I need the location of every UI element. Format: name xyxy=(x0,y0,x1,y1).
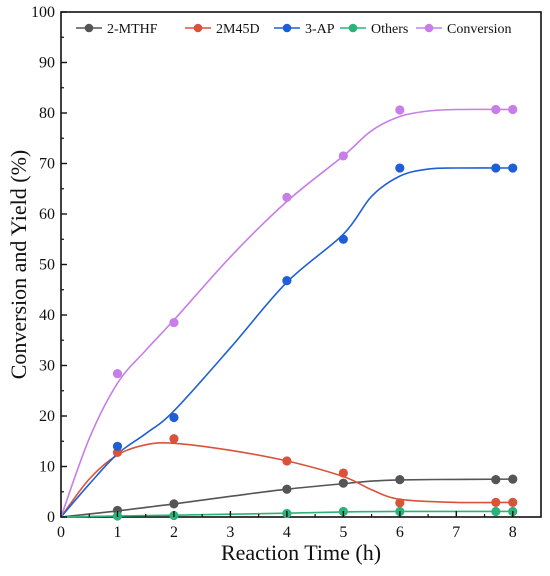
legend-label-others: Others xyxy=(371,22,408,37)
fit-curves xyxy=(60,108,513,518)
y-tick-label: 50 xyxy=(39,257,55,274)
x-tick-label: 7 xyxy=(452,524,460,541)
data-point-2m45d xyxy=(169,434,179,444)
x-tick-label: 8 xyxy=(509,524,517,541)
y-tick-label: 40 xyxy=(39,307,55,324)
plot-frame xyxy=(60,11,542,518)
x-axis-ticks: 0 1 2 3 4 5 6 7 8 xyxy=(57,511,517,541)
y-tick-label: 20 xyxy=(39,408,55,425)
data-point-2-mthf xyxy=(508,474,518,484)
legend: 2-MTHF 2M45D 3-AP Others Conversion xyxy=(76,22,512,37)
data-point-3-ap xyxy=(395,163,405,173)
data-point-3-ap xyxy=(169,412,179,423)
x-tick-label: 1 xyxy=(113,524,121,541)
data-point-3-ap xyxy=(112,441,123,451)
legend-marker-conversion xyxy=(424,23,434,33)
legend-marker-2-mthf xyxy=(84,23,94,33)
y-axis-ticks: 0 10 20 30 40 50 60 70 80 90 100 xyxy=(31,4,67,526)
y-tick-label: 60 xyxy=(39,206,55,223)
data-point-2m45d xyxy=(338,468,348,478)
data-point-2m45d xyxy=(508,497,518,507)
legend-label-2-mthf: 2-MTHF xyxy=(107,22,158,37)
data-point-conversion xyxy=(169,317,179,328)
data-point-2-mthf xyxy=(395,475,405,485)
y-tick-label: 10 xyxy=(39,459,55,476)
data-point-3-ap xyxy=(491,163,501,173)
data-point-3-ap xyxy=(508,163,518,173)
x-tick-label: 2 xyxy=(170,524,178,541)
legend-marker-2m45d xyxy=(193,23,203,33)
legend-marker-3-ap xyxy=(282,23,292,33)
data-point-2-mthf xyxy=(169,499,179,509)
data-point-conversion xyxy=(282,192,292,202)
data-point-3-ap xyxy=(282,276,292,286)
data-point-conversion xyxy=(395,105,405,115)
data-point-2m45d xyxy=(395,498,405,508)
legend-label-conversion: Conversion xyxy=(447,22,512,37)
data-point-2-mthf xyxy=(338,478,348,488)
legend-marker-others xyxy=(348,23,358,33)
y-tick-label: 80 xyxy=(39,105,55,122)
x-axis-title: Reaction Time (h) xyxy=(221,540,381,565)
x-tick-label: 0 xyxy=(57,524,65,541)
fit-line-conversion xyxy=(60,108,513,518)
y-tick-label: 100 xyxy=(31,4,55,21)
data-point-2-mthf xyxy=(491,475,501,485)
y-tick-label: 90 xyxy=(39,55,55,72)
x-tick-label: 3 xyxy=(226,524,234,541)
data-point-conversion xyxy=(491,104,501,115)
y-tick-label: 30 xyxy=(39,358,55,375)
x-tick-label: 6 xyxy=(396,524,404,541)
legend-label-3-ap: 3-AP xyxy=(305,22,335,37)
legend-label-2m45d: 2M45D xyxy=(216,22,260,37)
x-tick-label: 5 xyxy=(339,524,347,541)
y-tick-label: 0 xyxy=(47,509,55,526)
data-point-conversion xyxy=(112,368,123,379)
data-point-conversion xyxy=(508,104,518,115)
data-point-2-mthf xyxy=(282,484,292,494)
data-point-conversion xyxy=(338,151,348,161)
data-point-others xyxy=(491,506,501,517)
x-tick-label: 4 xyxy=(283,524,291,541)
data-point-2m45d xyxy=(282,456,292,466)
data-point-3-ap xyxy=(338,234,348,244)
y-tick-label: 70 xyxy=(39,156,55,173)
data-point-2m45d xyxy=(491,497,501,507)
y-axis-title: Conversion and Yield (%) xyxy=(6,150,31,380)
data-points xyxy=(112,104,518,521)
fit-line-2-mthf xyxy=(60,478,513,518)
